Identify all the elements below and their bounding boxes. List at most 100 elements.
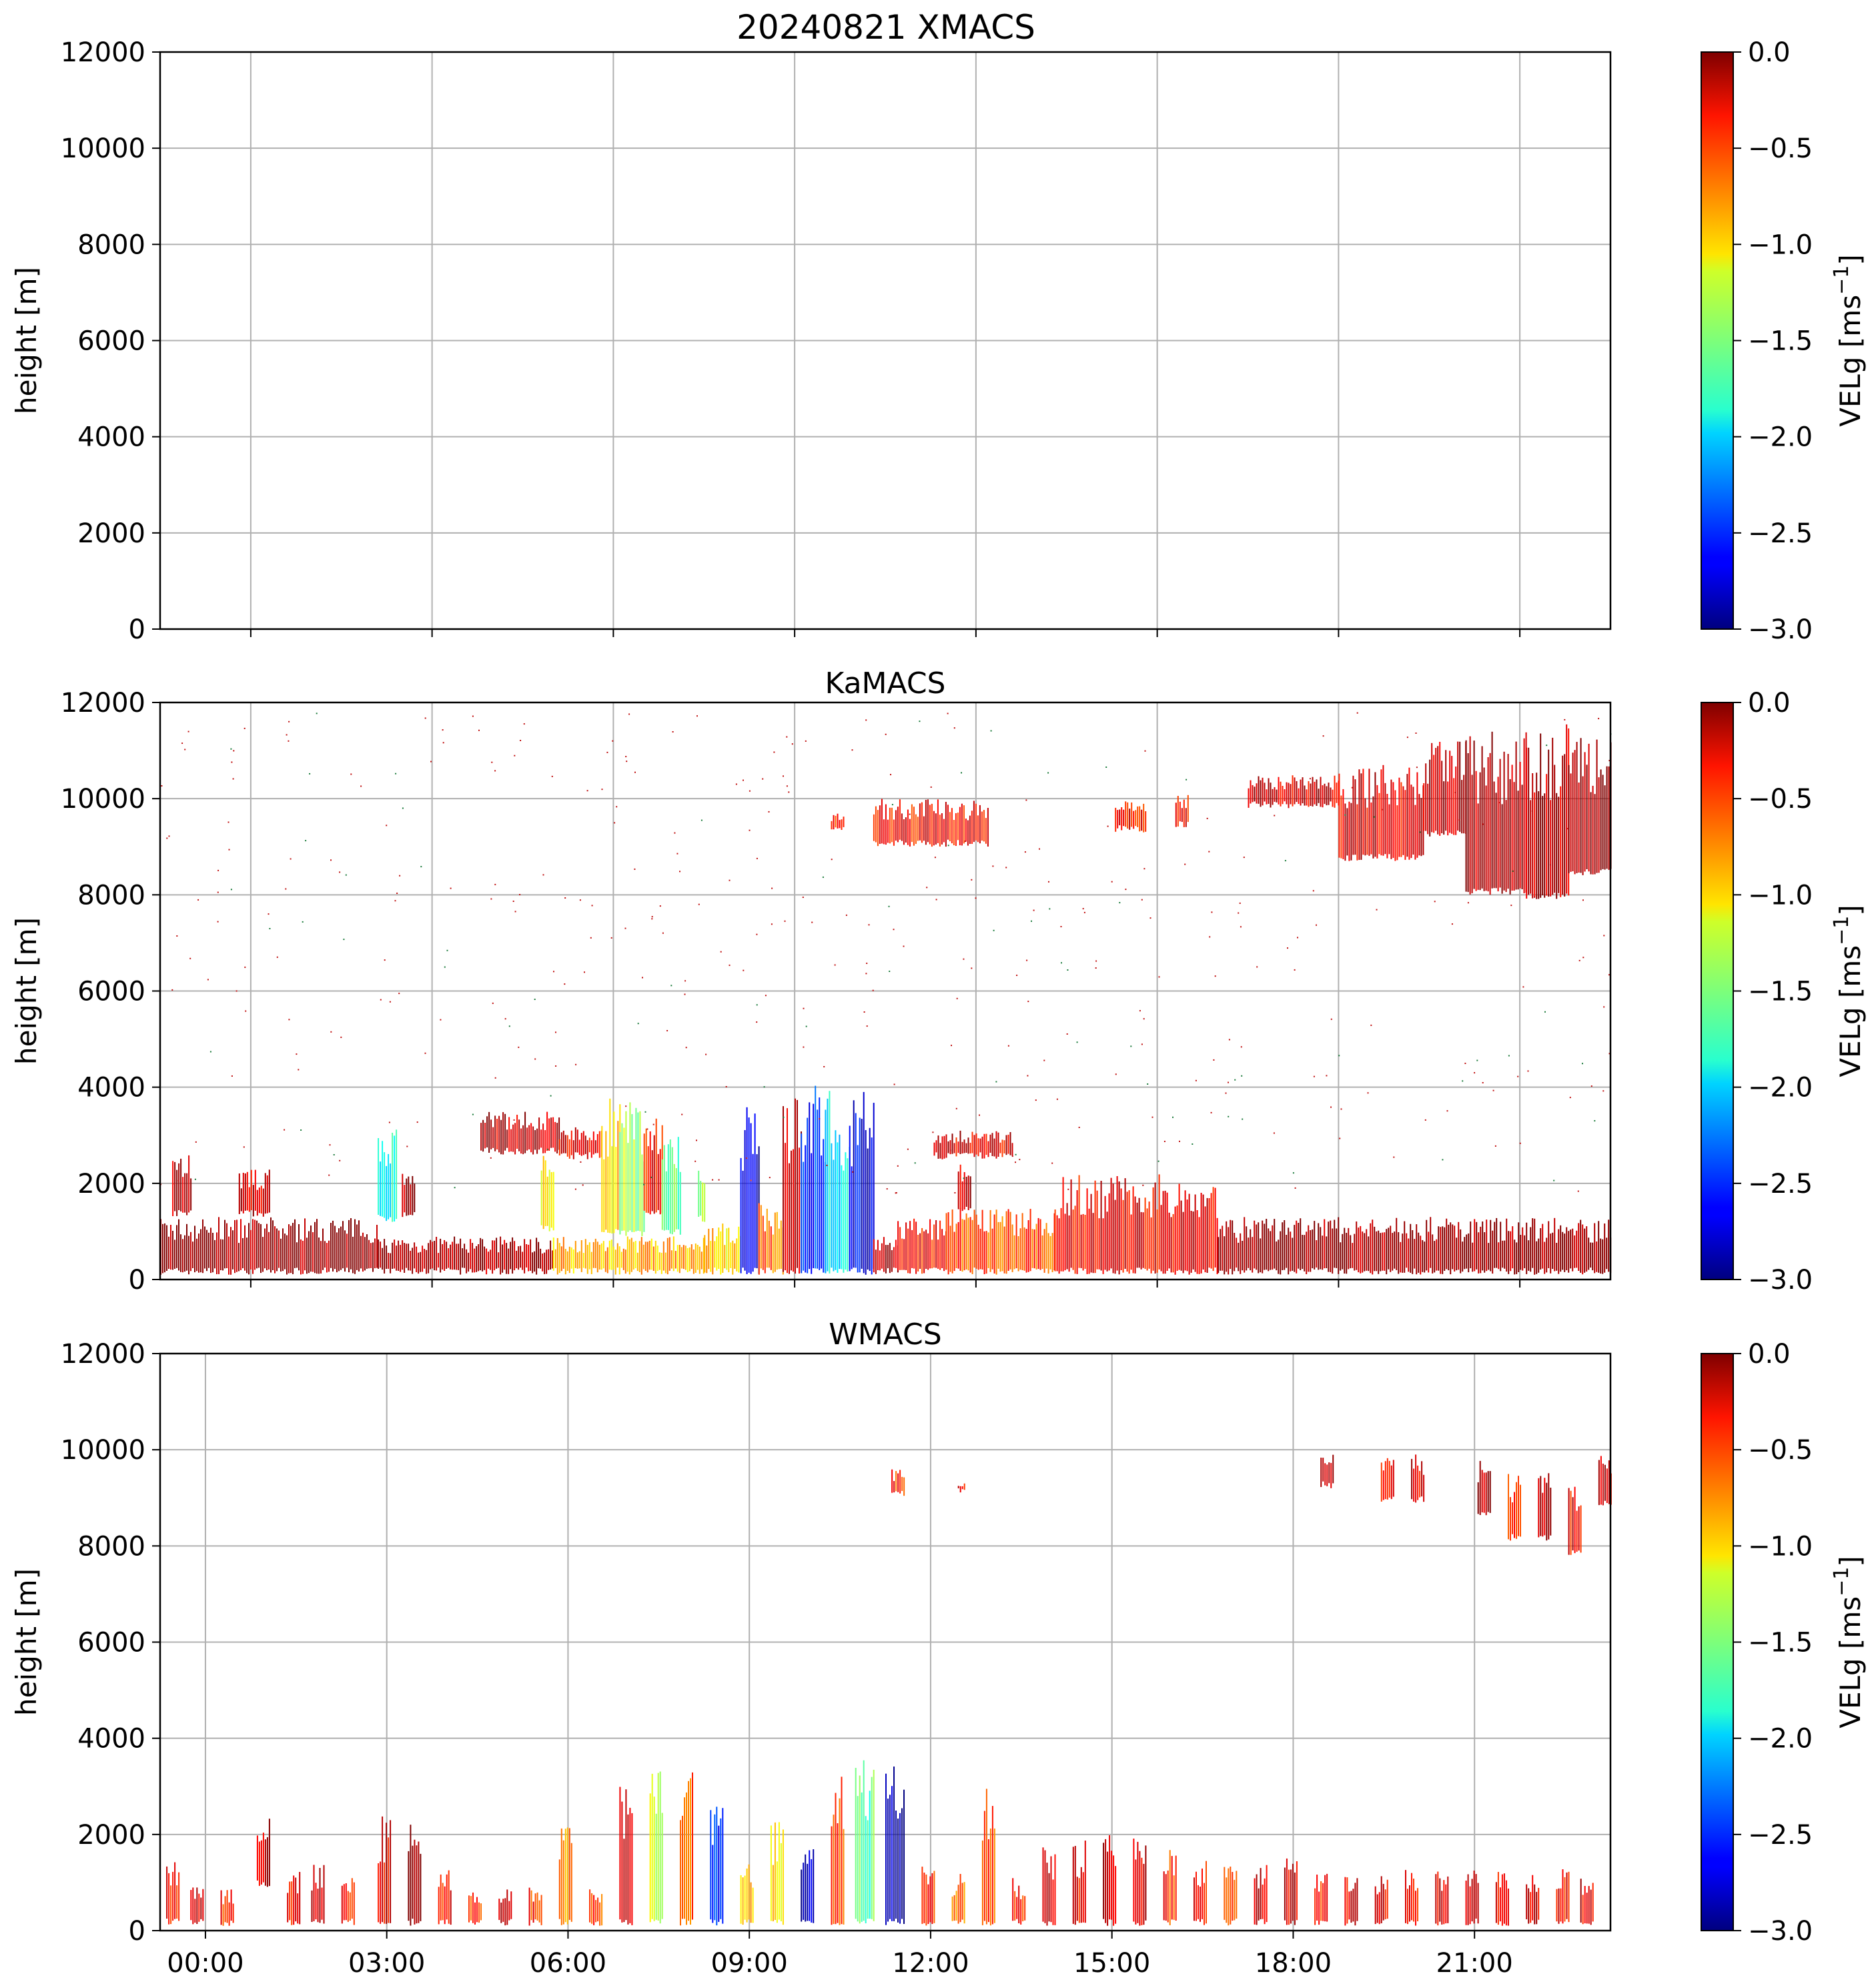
data-streak [362,1232,364,1272]
data-streak [490,1250,492,1270]
data-streak [943,1135,945,1159]
colorbar-tick-label: −3.0 [1748,1916,1813,1947]
data-streak [1566,1872,1568,1919]
data-streak [1439,742,1441,836]
data-region [552,1236,705,1275]
data-streak [839,1798,841,1925]
data-streak [877,1239,879,1270]
data-streak [1123,809,1125,827]
data-streak [288,1224,290,1274]
noise-point [1512,870,1514,872]
data-streak [1310,783,1312,806]
data-streak [1226,1877,1228,1923]
data-streak [1194,1194,1196,1272]
noise-point [330,859,332,861]
noise-point [189,957,191,959]
data-streak [746,1107,748,1274]
data-region [601,1098,621,1233]
data-streak [1358,769,1360,860]
data-streak [843,1170,845,1273]
data-streak [1449,751,1451,833]
data-streak [1564,754,1566,897]
data-streak [544,1252,546,1274]
data-streak [1530,1227,1532,1272]
data-streak [1216,1217,1218,1274]
data-streak [935,813,937,845]
data-streak [897,1473,899,1492]
data-streak [1270,1231,1272,1270]
data-streak [190,1231,191,1272]
data-streak [955,813,957,846]
data-streak [382,1141,384,1217]
data-streak [316,1219,318,1274]
data-streak [1330,787,1332,802]
data-streak [648,1240,650,1270]
data-streak [418,1841,420,1923]
data-streak [514,1241,516,1271]
x-tick-label: 18:00 [1255,1948,1332,1979]
data-streak [661,1813,663,1919]
colorbar-tick-label: −3.0 [1748,614,1813,645]
data-region [1175,795,1189,827]
data-streak [642,1244,644,1270]
data-streak [871,1777,873,1919]
noise-point [450,887,452,889]
noise-point [725,1086,727,1087]
data-streak [1214,1187,1216,1268]
data-streak [752,1153,754,1272]
data-streak [256,1189,258,1216]
data-streak [913,1218,915,1269]
data-streak [222,1904,224,1926]
data-streak [248,1187,250,1212]
data-region [680,1772,693,1926]
data-streak [630,1237,632,1272]
noise-point [626,761,628,763]
data-streak [480,1903,482,1921]
data-streak [388,1153,390,1219]
data-streak [206,1229,207,1272]
data-streak [1326,1464,1328,1486]
noise-point [1499,802,1500,804]
data-streak [738,1226,740,1273]
data-streak [841,819,843,830]
data-streak [1580,1879,1582,1923]
noise-point [1340,1108,1342,1110]
data-streak [544,1130,546,1153]
data-streak [1117,810,1119,829]
data-streak [1446,1218,1448,1270]
data-streak [1407,1889,1408,1925]
data-streak [609,1098,611,1233]
data-streak [722,1808,724,1924]
data-streak [599,1902,601,1926]
data-streak [578,1251,580,1269]
data-streak [414,1242,416,1269]
data-streak [857,1796,859,1922]
noise-point [384,959,386,961]
data-streak [1467,753,1469,893]
data-streak [1288,1227,1290,1275]
data-streak [979,805,981,844]
data-streak [1540,1228,1542,1270]
data-streak [967,1137,969,1154]
noise-point [424,1052,426,1054]
data-streak [426,1250,428,1274]
data-streak [1548,1221,1550,1268]
data-streak [1418,794,1420,856]
data-streak [606,1247,608,1274]
data-streak [589,1889,591,1923]
data-streak [766,1208,768,1268]
data-streak [530,1123,532,1153]
data-streak [166,1225,167,1271]
noise-point [1494,1145,1496,1147]
noise-point [1048,881,1049,883]
data-streak [1322,785,1324,808]
noise-point [1544,1011,1546,1013]
data-streak [1544,793,1546,898]
data-streak [566,1135,568,1157]
data-streak [837,1142,839,1273]
data-streak [955,1891,957,1921]
data-streak [1300,779,1302,806]
data-streak [865,1816,867,1923]
data-streak [1596,739,1598,873]
data-streak [929,1219,931,1269]
